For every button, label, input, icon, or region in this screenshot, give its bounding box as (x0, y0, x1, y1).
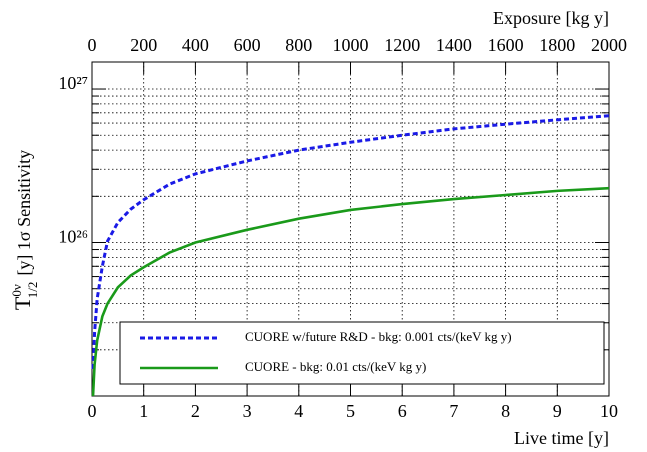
y-title-rest: [y] 1σ Sensitivity (14, 150, 34, 276)
x2-tick-label: 400 (182, 35, 209, 55)
x2-tick-label: 600 (234, 35, 261, 55)
x-tick-label: 5 (346, 401, 355, 421)
x2-tick-label: 800 (285, 35, 312, 55)
x-tick-label: 4 (294, 401, 303, 421)
y-title-sup: 0ν (9, 284, 24, 297)
y-tick-label: 10²⁷ (58, 73, 88, 93)
x2-tick-label: 1800 (539, 35, 575, 55)
x2-tick-label: 0 (88, 35, 97, 55)
series-line (91, 114, 610, 370)
x2-axis-title: Exposure [kg y] (493, 8, 609, 28)
x2-tick-label: 2000 (591, 35, 627, 55)
y-title-base: T (10, 296, 35, 310)
x2-tick-label: 1200 (384, 35, 420, 55)
x-tick-label: 6 (398, 401, 407, 421)
y-tick-label: 10²⁶ (58, 227, 88, 247)
x-tick-label: 3 (243, 401, 252, 421)
x2-tick-label: 1000 (333, 35, 369, 55)
x-tick-label: 0 (88, 401, 97, 421)
series-line (91, 186, 610, 397)
x-tick-label: 1 (139, 401, 148, 421)
x-axis-title: Live time [y] (514, 428, 609, 448)
y-axis-title: T0ν1/2 [y] 1σ Sensitivity (9, 150, 40, 310)
x-tick-label: 9 (553, 401, 562, 421)
legend-label: CUORE w/future R&D - bkg: 0.001 cts/(keV… (245, 329, 512, 344)
x2-tick-label: 200 (130, 35, 157, 55)
legend-label: CUORE - bkg: 0.01 cts/(keV kg y) (245, 359, 426, 374)
y-title-sub: 1/2 (25, 282, 40, 299)
x-tick-label: 10 (600, 401, 618, 421)
x-tick-label: 8 (501, 401, 510, 421)
x2-tick-label: 1400 (436, 35, 472, 55)
x-tick-label: 7 (449, 401, 458, 421)
x2-tick-label: 1600 (488, 35, 524, 55)
x-tick-label: 2 (191, 401, 200, 421)
legend-box (119, 321, 605, 385)
